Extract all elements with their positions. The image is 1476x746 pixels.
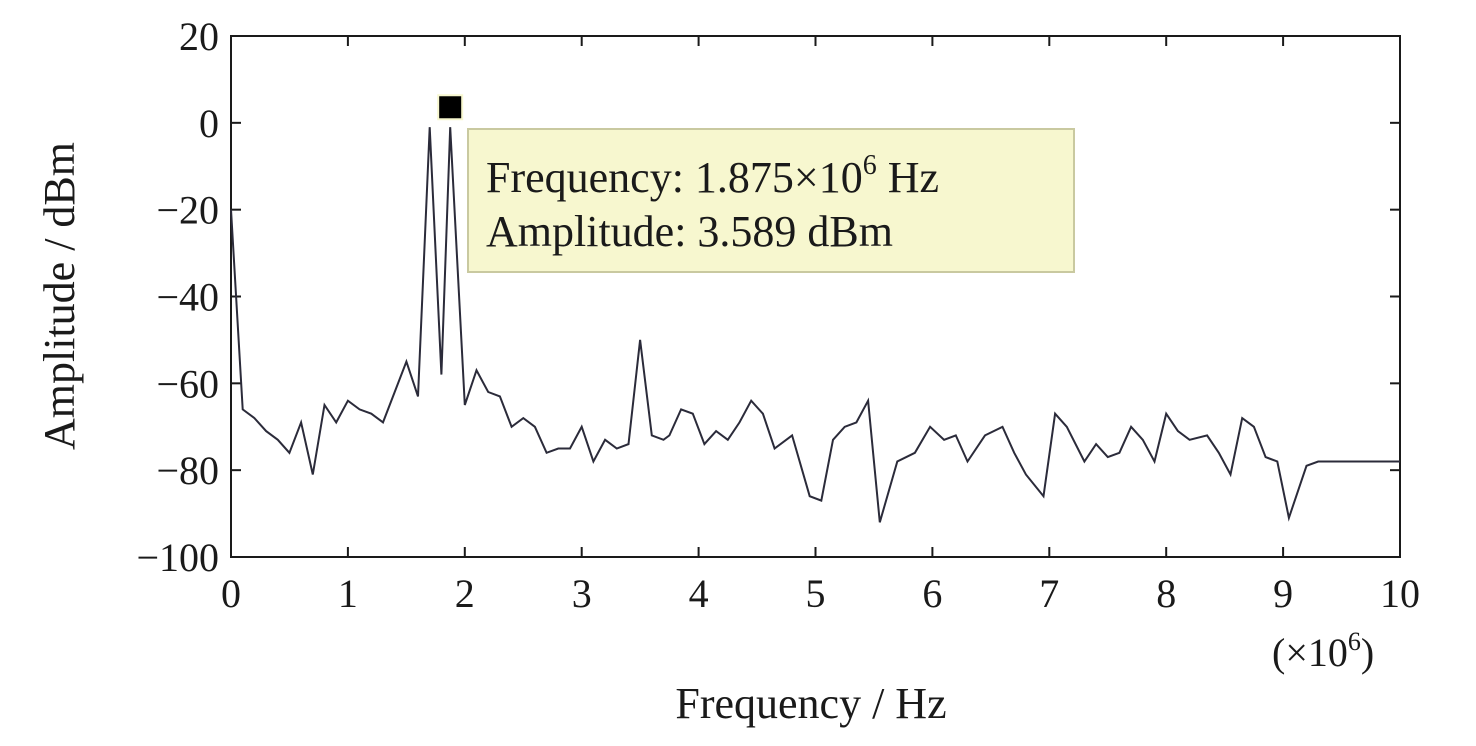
x-tick-label: 9 <box>1273 571 1293 616</box>
y-tick-label: 20 <box>179 14 219 59</box>
datatip-amplitude: Amplitude: 3.589 dBm <box>486 207 893 256</box>
spectrum-line <box>230 127 1400 523</box>
x-axis-label: Frequency / Hz <box>675 679 946 728</box>
x-axis: 0 1 2 3 4 5 6 7 8 9 10 <box>221 36 1420 616</box>
y-tick-label: 0 <box>199 101 219 146</box>
y-tick-label: −20 <box>156 188 219 233</box>
x-tick-label: 3 <box>572 571 592 616</box>
x-tick-label: 4 <box>689 571 709 616</box>
datatip-frequency: Frequency: 1.875×106 Hz <box>486 150 939 202</box>
plot-area <box>230 35 1401 558</box>
datatip-marker[interactable] <box>437 94 464 121</box>
x-axis-multiplier: (×106) <box>1272 627 1374 675</box>
datatip-box <box>467 128 1075 273</box>
y-axis: 20 0 −20 −40 −60 −80 −100 <box>136 14 1400 580</box>
y-tick-label: −80 <box>156 448 219 493</box>
y-tick-label: −40 <box>156 275 219 320</box>
x-tick-label: 10 <box>1380 571 1420 616</box>
y-axis-label: Amplitude / dBm <box>35 142 84 450</box>
x-tick-label: 0 <box>221 571 241 616</box>
y-tick-label: −60 <box>156 361 219 406</box>
x-tick-label: 5 <box>806 571 826 616</box>
x-tick-label: 2 <box>455 571 475 616</box>
x-tick-label: 6 <box>922 571 942 616</box>
x-tick-label: 8 <box>1156 571 1176 616</box>
y-tick-label: −100 <box>136 535 219 580</box>
x-tick-label: 1 <box>338 571 358 616</box>
x-tick-label: 7 <box>1039 571 1059 616</box>
datatip: Frequency: 1.875×106 Hz Amplitude: 3.589… <box>467 128 1075 273</box>
